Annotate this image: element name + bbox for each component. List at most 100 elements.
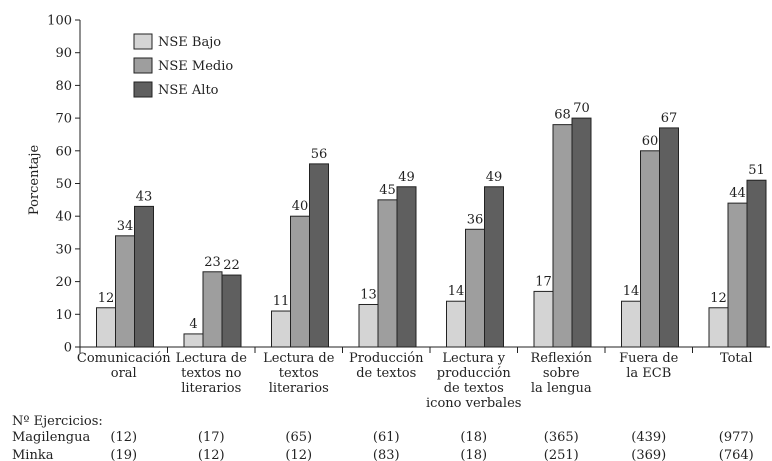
bar <box>728 203 747 347</box>
x-tick-label: literarios <box>269 381 329 396</box>
x-tick-label: producción <box>437 366 512 381</box>
exercises-count: (61) <box>373 430 400 445</box>
y-tick-label: 10 <box>55 308 72 323</box>
x-tick-label: de textos <box>444 381 504 396</box>
exercises-count: (65) <box>285 430 312 445</box>
legend-label: NSE Alto <box>158 83 219 98</box>
bar <box>291 216 310 347</box>
x-tick-label: Lectura de <box>176 351 248 366</box>
bar <box>660 128 679 347</box>
exercises-count: (251) <box>544 448 579 461</box>
legend-label: NSE Bajo <box>158 35 221 50</box>
bar <box>184 334 203 347</box>
exercises-count: (18) <box>460 448 487 461</box>
bar <box>641 151 660 347</box>
y-tick-label: 70 <box>55 112 72 127</box>
x-tick-label: textos no <box>181 366 241 381</box>
exercises-count: (12) <box>285 448 312 461</box>
x-tick-label: Lectura de <box>263 351 335 366</box>
legend-swatch <box>134 58 152 73</box>
bar <box>534 291 553 347</box>
legend-swatch <box>134 34 152 49</box>
data-label: 22 <box>223 258 240 273</box>
bar <box>572 118 591 347</box>
x-tick-label: icono verbales <box>426 396 521 411</box>
bar <box>116 236 135 347</box>
y-tick-label: 20 <box>55 275 72 290</box>
data-label: 23 <box>204 255 221 270</box>
data-label: 12 <box>98 291 115 306</box>
bar <box>622 301 641 347</box>
legend-label: NSE Medio <box>158 59 233 74</box>
exercises-count: (369) <box>631 448 666 461</box>
exercises-count: (18) <box>460 430 487 445</box>
bar <box>203 272 222 347</box>
y-tick-label: 30 <box>55 242 72 257</box>
bar <box>97 308 116 347</box>
exercises-count: (19) <box>110 448 137 461</box>
data-label: 11 <box>273 294 290 309</box>
exercises-count: (764) <box>719 448 754 461</box>
bar <box>378 200 397 347</box>
data-label: 14 <box>623 284 640 299</box>
data-label: 51 <box>748 163 765 178</box>
bar <box>310 164 329 347</box>
legend-swatch <box>134 82 152 97</box>
data-label: 40 <box>292 199 309 214</box>
exercises-count: (12) <box>110 430 137 445</box>
x-tick-label: textos <box>279 366 319 381</box>
bar <box>709 308 728 347</box>
x-tick-label: literarios <box>181 381 241 396</box>
data-label: 43 <box>136 189 153 204</box>
data-label: 12 <box>710 291 727 306</box>
bar <box>272 311 291 347</box>
bar <box>135 206 154 347</box>
exercises-row-label: Minka <box>12 448 54 461</box>
exercises-count: (12) <box>198 448 225 461</box>
data-label: 56 <box>311 147 328 162</box>
data-label: 44 <box>729 186 746 201</box>
bars <box>97 118 767 347</box>
y-tick-label: 100 <box>47 14 72 29</box>
x-tick-label: oral <box>111 366 137 381</box>
exercises-count: (17) <box>198 430 225 445</box>
y-tick-label: 60 <box>55 144 72 159</box>
x-tick-label: la ECB <box>626 366 671 381</box>
x-tick-label: Reflexión <box>530 351 592 366</box>
y-tick-label: 80 <box>55 79 72 94</box>
data-label: 45 <box>379 183 396 198</box>
exercises-heading: Nº Ejercicios: <box>12 414 103 429</box>
x-tick-label: Comunicación <box>77 351 171 366</box>
y-tick-label: 90 <box>55 46 72 61</box>
exercises-count: (365) <box>544 430 579 445</box>
bar <box>466 229 485 347</box>
bar <box>359 304 378 347</box>
bar <box>485 187 504 347</box>
bar <box>222 275 241 347</box>
x-tick-label: sobre <box>543 366 580 381</box>
y-tick-label: 0 <box>64 341 72 356</box>
data-label: 14 <box>448 284 465 299</box>
x-tick-label: Total <box>720 351 753 366</box>
x-tick-label: Lectura y <box>442 351 505 366</box>
y-tick-label: 40 <box>55 210 72 225</box>
data-label: 17 <box>535 274 552 289</box>
y-axis-label: Porcentaje <box>27 145 42 216</box>
data-label: 49 <box>486 170 503 185</box>
data-label: 36 <box>467 212 484 227</box>
data-label: 34 <box>117 219 134 234</box>
data-label: 67 <box>661 111 678 126</box>
exercises-table: Nº Ejercicios: Magilengua (12) (17) (65) (61… <box>12 414 754 461</box>
x-tick-label: de textos <box>356 366 416 381</box>
data-label: 4 <box>189 317 197 332</box>
data-label: 68 <box>554 108 571 123</box>
x-tick-label: la lengua <box>531 381 592 396</box>
y-tick-label: 50 <box>55 177 72 192</box>
exercises-count: (439) <box>631 430 666 445</box>
data-label: 60 <box>642 134 659 149</box>
x-tick-label: Fuera de <box>619 351 679 366</box>
bar <box>747 180 766 347</box>
exercises-count: (977) <box>719 430 754 445</box>
